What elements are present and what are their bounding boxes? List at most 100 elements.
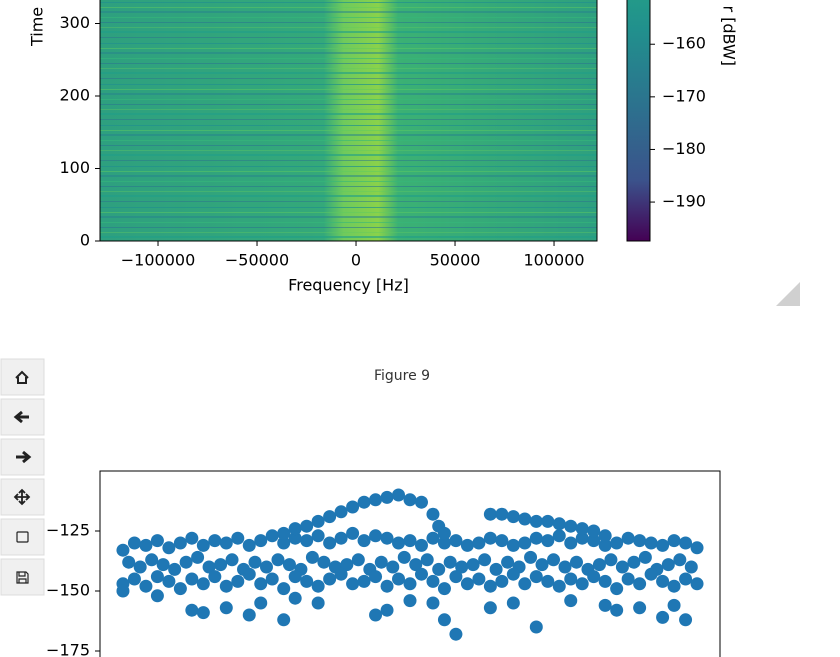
scatter-point [598, 598, 612, 612]
resize-handle[interactable] [776, 282, 800, 306]
x-tick-label: −100000 [121, 251, 195, 270]
zoom-button[interactable] [0, 518, 45, 556]
scatter-point [386, 560, 400, 574]
scatter-point [495, 574, 509, 588]
scatter-point [684, 560, 698, 574]
scatter-point [185, 531, 199, 545]
scatter-point [403, 577, 417, 591]
scatter-point [518, 536, 532, 550]
scatter-point [564, 536, 578, 550]
scatter-point [185, 603, 199, 617]
scatter-point [403, 594, 417, 608]
scatter-point [604, 553, 618, 567]
scatter-point [311, 514, 325, 528]
y-tick-label: −175 [46, 641, 90, 657]
scatter-point [638, 550, 652, 564]
scatter-point [621, 531, 635, 545]
x-tick-label: 50000 [430, 251, 481, 270]
scatter-point [277, 526, 291, 540]
scatter-point [483, 507, 497, 521]
scatter-point [392, 536, 406, 550]
scatter-point [196, 606, 210, 620]
scatter-point [397, 550, 411, 564]
scatter-point [460, 577, 474, 591]
save-button[interactable] [0, 558, 45, 596]
scatter-point [150, 534, 164, 548]
scatter-point [426, 507, 440, 521]
scatter-point [265, 529, 279, 543]
scatter-point [305, 550, 319, 564]
scatter-point [288, 591, 302, 605]
back-icon [13, 410, 29, 424]
scatter-point [323, 536, 337, 550]
scatter-point [437, 536, 451, 550]
scatter-point [265, 572, 279, 586]
scatter-point [615, 560, 629, 574]
scatter-point [690, 577, 704, 591]
scatter-point [116, 543, 130, 557]
scatter-point [392, 572, 406, 586]
scatter-point [369, 608, 383, 622]
scatter-point [288, 570, 302, 584]
scatter-point [380, 579, 394, 593]
scatter-point [529, 531, 543, 545]
scatter-point [334, 531, 348, 545]
scatter-point [420, 553, 434, 567]
scatter-point [524, 550, 538, 564]
scatter-point [357, 574, 371, 588]
scatter-point [552, 517, 566, 531]
scatter-point [248, 555, 262, 569]
colorbar [626, 0, 651, 242]
scatter-point [489, 562, 503, 576]
scatter-point [656, 538, 670, 552]
scatter-point [518, 512, 532, 526]
scatter-point [231, 531, 245, 545]
y-tick-label: 200 [59, 86, 90, 105]
scatter-point [414, 495, 428, 509]
scatter-point [162, 541, 176, 555]
toolbar-icons [13, 370, 32, 584]
scatter-point [242, 567, 256, 581]
scatter-point [340, 558, 354, 572]
scatter-point [529, 620, 543, 634]
scatter-point [139, 579, 153, 593]
scatter-point [133, 560, 147, 574]
scatter-point [346, 500, 360, 514]
scatter-point [351, 553, 365, 567]
scatter-point [679, 572, 693, 586]
scatter-point [460, 538, 474, 552]
y-tick-label: −150 [46, 581, 90, 600]
scatter-point [225, 553, 239, 567]
save-icon [16, 571, 29, 584]
scatter-point [472, 536, 486, 550]
scatter-point [191, 550, 205, 564]
scatter-point [116, 584, 130, 598]
scatter-point [633, 577, 647, 591]
scatter-point [679, 536, 693, 550]
scatter-point [196, 538, 210, 552]
scatter-point [506, 510, 520, 524]
scatter-point [575, 577, 589, 591]
scatter-point [610, 536, 624, 550]
scatter-point [667, 534, 681, 548]
scatter-point [317, 555, 331, 569]
scatter-point [208, 534, 222, 548]
scatter-point [311, 596, 325, 610]
scatter-point [569, 555, 583, 569]
home-button[interactable] [0, 358, 45, 396]
scatter-point [564, 519, 578, 533]
scatter-point [374, 555, 388, 569]
scatter-point [179, 555, 193, 569]
scatter-point [380, 531, 394, 545]
scatter-point [547, 553, 561, 567]
scatter-point [506, 538, 520, 552]
scatter-point [426, 596, 440, 610]
scatter-point [529, 570, 543, 584]
scatter-point [334, 505, 348, 519]
scatter-point [300, 534, 314, 548]
colorbar-tick-label: −190 [662, 192, 706, 211]
scatter-point [535, 558, 549, 572]
scatter-point [259, 560, 273, 574]
zoom-icon [16, 531, 29, 543]
scatter-point [627, 555, 641, 569]
